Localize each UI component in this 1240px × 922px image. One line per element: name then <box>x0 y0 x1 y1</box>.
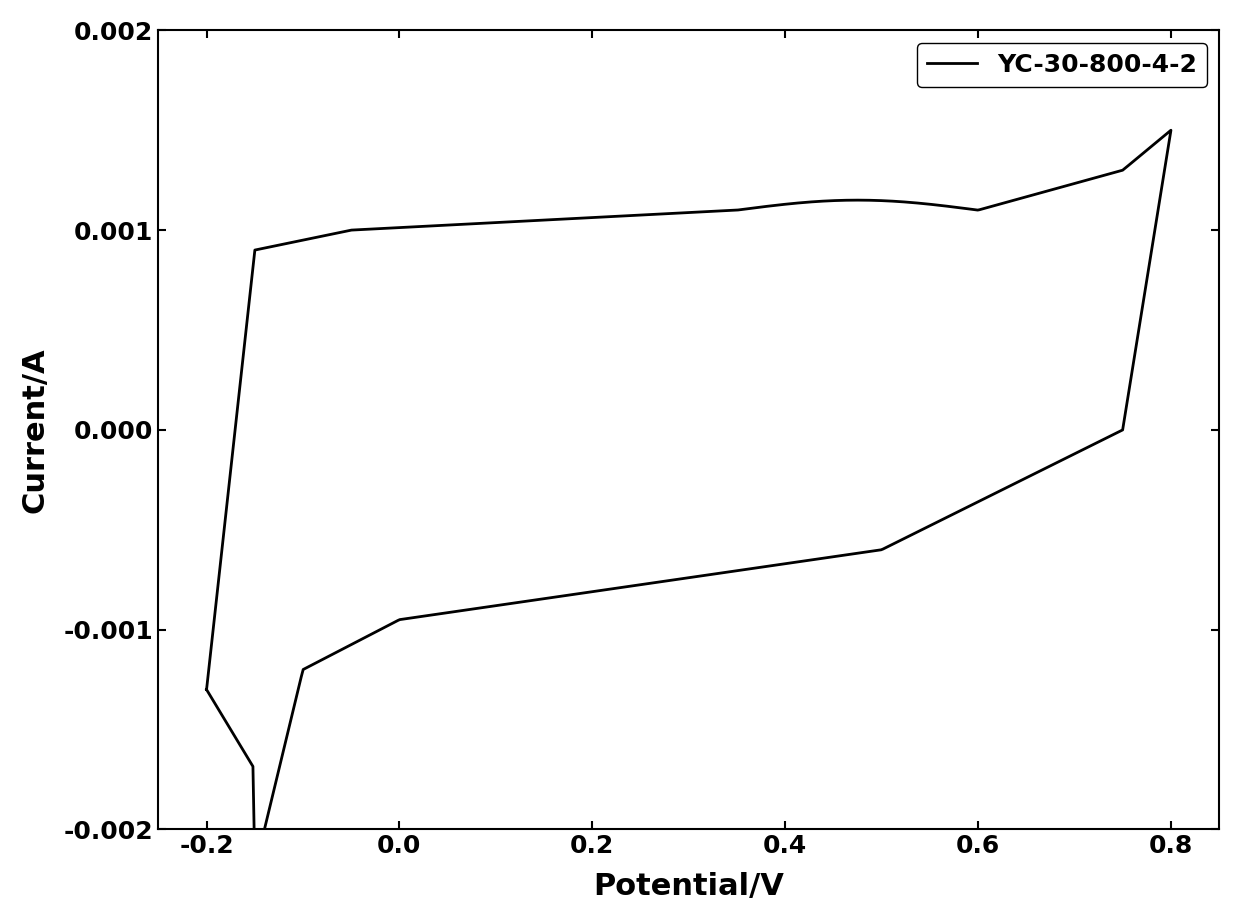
Y-axis label: Current/A: Current/A <box>21 347 50 513</box>
Legend: YC-30-800-4-2: YC-30-800-4-2 <box>916 42 1207 87</box>
X-axis label: Potential/V: Potential/V <box>593 872 784 901</box>
